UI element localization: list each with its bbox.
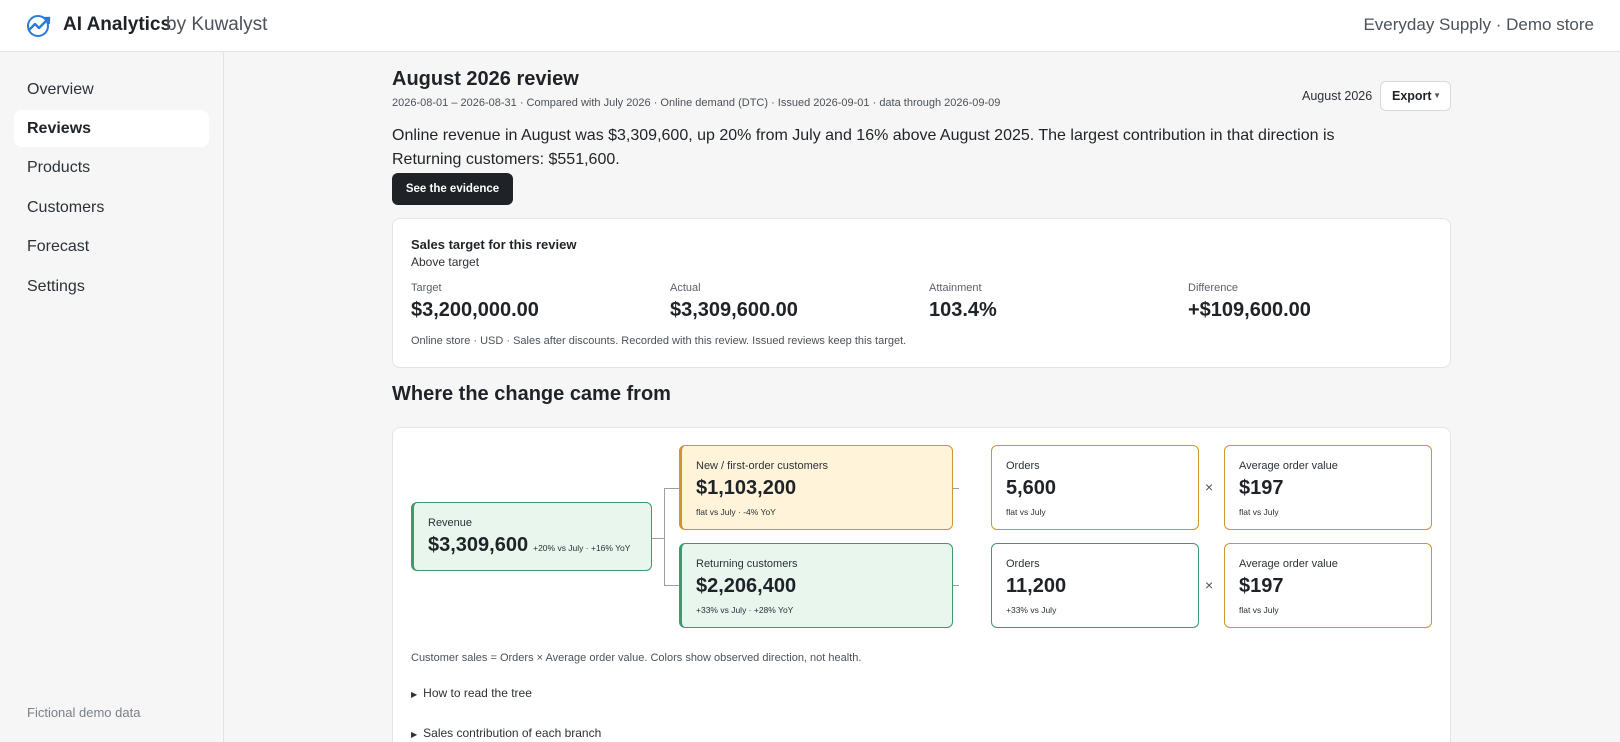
multiply-icon: × bbox=[1205, 479, 1214, 495]
top-bar: AI Analytics by Kuwalyst Everyday Supply… bbox=[0, 0, 1620, 52]
target-card-title: Sales target for this review bbox=[411, 237, 577, 252]
sidebar-item-settings[interactable]: Settings bbox=[27, 278, 85, 295]
details-how-to-read[interactable]: ▶ How to read the tree bbox=[411, 686, 532, 700]
details-branch-contribution[interactable]: ▶ Sales contribution of each branch bbox=[411, 726, 601, 740]
sidebar-item-forecast[interactable]: Forecast bbox=[27, 238, 90, 255]
returning-orders-node[interactable]: Orders 11,200 +33% vs July bbox=[991, 543, 1199, 628]
node-change: flat vs July bbox=[1239, 507, 1279, 517]
metric-value: +$109,600.00 bbox=[1188, 299, 1311, 321]
node-value: $2,206,400 bbox=[696, 575, 797, 597]
demo-data-note: Fictional demo data bbox=[27, 705, 141, 720]
review-headline: Online revenue in August was $3,309,600,… bbox=[392, 127, 1335, 168]
triangle-right-icon: ▶ bbox=[411, 730, 418, 739]
store-selector[interactable]: Everyday Supply · Demo store bbox=[1363, 15, 1594, 34]
chart-logo-icon[interactable] bbox=[26, 14, 52, 38]
node-change: flat vs July · -4% YoY bbox=[696, 507, 776, 517]
new-orders-node[interactable]: Orders 5,600 flat vs July bbox=[991, 445, 1199, 530]
node-label: Average order value bbox=[1239, 558, 1338, 570]
page-title: August 2026 review bbox=[392, 68, 579, 90]
sidebar-item-reviews[interactable]: Reviews bbox=[14, 110, 209, 147]
node-label: Returning customers bbox=[696, 558, 798, 570]
caret-down-icon: ▼ bbox=[1433, 91, 1441, 100]
metric-value: $3,309,600.00 bbox=[670, 299, 798, 321]
metric-attainment: Attainment 103.4% bbox=[929, 282, 997, 322]
new-customers-node[interactable]: New / first-order customers $1,103,200 f… bbox=[679, 445, 953, 530]
tree-note: Customer sales = Orders × Average order … bbox=[411, 652, 862, 664]
metric-value: $3,200,000.00 bbox=[411, 299, 539, 321]
triangle-right-icon: ▶ bbox=[411, 690, 418, 699]
sidebar-item-customers[interactable]: Customers bbox=[27, 199, 105, 216]
period-label: August 2026 bbox=[1302, 89, 1373, 103]
details-label: How to read the tree bbox=[423, 686, 532, 700]
node-value: 5,600 bbox=[1006, 477, 1057, 499]
target-note: Online store · USD · Sales after discoun… bbox=[411, 335, 907, 347]
metric-label: Attainment bbox=[929, 282, 982, 294]
export-button[interactable]: Export ▼ bbox=[1380, 81, 1451, 111]
node-label: Revenue bbox=[428, 517, 473, 529]
node-value: 11,200 bbox=[1006, 575, 1067, 597]
review-meta: 2026-08-01 – 2026-08-31 · Compared with … bbox=[392, 97, 1001, 109]
app-title: AI Analytics bbox=[63, 14, 172, 35]
metric-label: Target bbox=[411, 282, 442, 294]
new-aov-node[interactable]: Average order value $197 flat vs July bbox=[1224, 445, 1432, 530]
node-value: $3,309,600 +20% vs July · +16% YoY bbox=[428, 534, 630, 557]
metric-actual: Actual $3,309,600.00 bbox=[670, 282, 798, 322]
sidebar: Overview Reviews Products Customers Fore… bbox=[0, 52, 224, 742]
returning-customers-node[interactable]: Returning customers $2,206,400 +33% vs J… bbox=[679, 543, 953, 628]
connector bbox=[664, 488, 680, 489]
node-change: flat vs July bbox=[1006, 507, 1046, 517]
main-content: August 2026 review 2026-08-01 – 2026-08-… bbox=[225, 52, 1620, 742]
node-value: $1,103,200 bbox=[696, 477, 797, 499]
node-label: New / first-order customers bbox=[696, 460, 829, 472]
node-change: +33% vs July · +28% YoY bbox=[696, 605, 794, 615]
app-vendor: by Kuwalyst bbox=[166, 14, 268, 35]
connector bbox=[664, 585, 680, 586]
multiply-icon: × bbox=[1205, 577, 1214, 593]
section-title: Where the change came from bbox=[392, 383, 671, 405]
sales-target-card: Sales target for this review Above targe… bbox=[392, 218, 1451, 368]
node-change: flat vs July bbox=[1239, 605, 1279, 615]
node-change: +20% vs July · +16% YoY bbox=[533, 543, 631, 553]
node-value: $197 bbox=[1239, 477, 1284, 499]
node-change: +33% vs July bbox=[1006, 605, 1057, 615]
connector bbox=[664, 488, 665, 585]
export-label: Export bbox=[1392, 89, 1432, 103]
node-label: Average order value bbox=[1239, 460, 1338, 472]
returning-aov-node[interactable]: Average order value $197 flat vs July bbox=[1224, 543, 1432, 628]
node-value-text: $3,309,600 bbox=[428, 534, 529, 556]
sidebar-item-products[interactable]: Products bbox=[27, 159, 91, 176]
node-label: Orders bbox=[1006, 558, 1040, 570]
target-status: Above target bbox=[411, 255, 480, 269]
metric-label: Actual bbox=[670, 282, 701, 294]
sidebar-item-overview[interactable]: Overview bbox=[27, 81, 94, 98]
metric-difference: Difference +$109,600.00 bbox=[1188, 282, 1311, 322]
metric-label: Difference bbox=[1188, 282, 1238, 294]
revenue-node[interactable]: Revenue $3,309,600 +20% vs July · +16% Yo… bbox=[411, 502, 652, 571]
see-evidence-button[interactable]: See the evidence bbox=[392, 173, 513, 205]
metric-value: 103.4% bbox=[929, 299, 997, 321]
metric-target: Target $3,200,000.00 bbox=[411, 282, 539, 322]
details-label: Sales contribution of each branch bbox=[423, 726, 602, 740]
driver-tree-card: Revenue $3,309,600 +20% vs July · +16% Yo… bbox=[392, 427, 1451, 742]
connector bbox=[650, 538, 664, 539]
node-label: Orders bbox=[1006, 460, 1040, 472]
node-value: $197 bbox=[1239, 575, 1284, 597]
